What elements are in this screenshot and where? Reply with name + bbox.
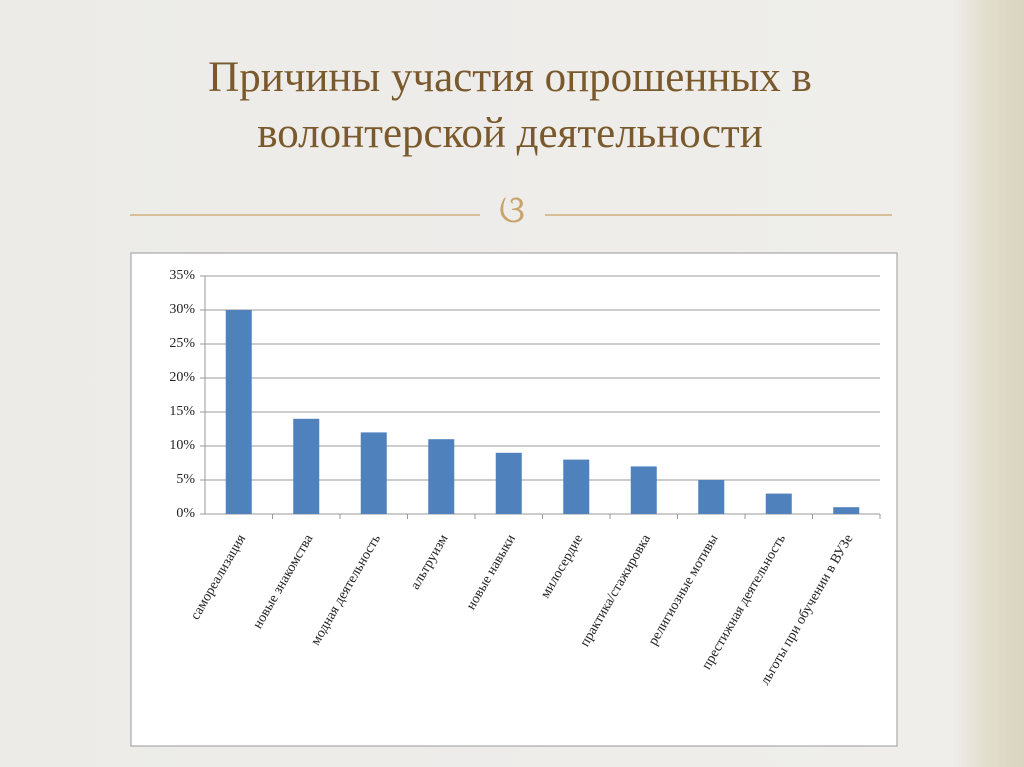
bar [225, 310, 252, 514]
y-tick-label: 0% [176, 506, 195, 521]
y-tick-label: 20% [169, 370, 195, 385]
y-tick-label: 25% [169, 336, 195, 351]
bar [765, 493, 792, 514]
bar [495, 452, 522, 514]
bar [833, 507, 860, 514]
bar [630, 466, 657, 514]
y-tick-label: 30% [169, 302, 195, 317]
y-tick-label: 10% [169, 438, 195, 453]
y-tick-label: 5% [176, 472, 195, 487]
bar [563, 459, 590, 514]
y-tick-label: 35% [169, 268, 195, 283]
bar [698, 480, 725, 514]
bar [293, 418, 320, 514]
bar [360, 432, 387, 514]
bar [428, 439, 455, 514]
y-tick-label: 15% [169, 404, 195, 419]
ornament: ଓ [499, 190, 525, 232]
slide-title: Причины участия опрошенных в волонтерско… [208, 54, 812, 157]
